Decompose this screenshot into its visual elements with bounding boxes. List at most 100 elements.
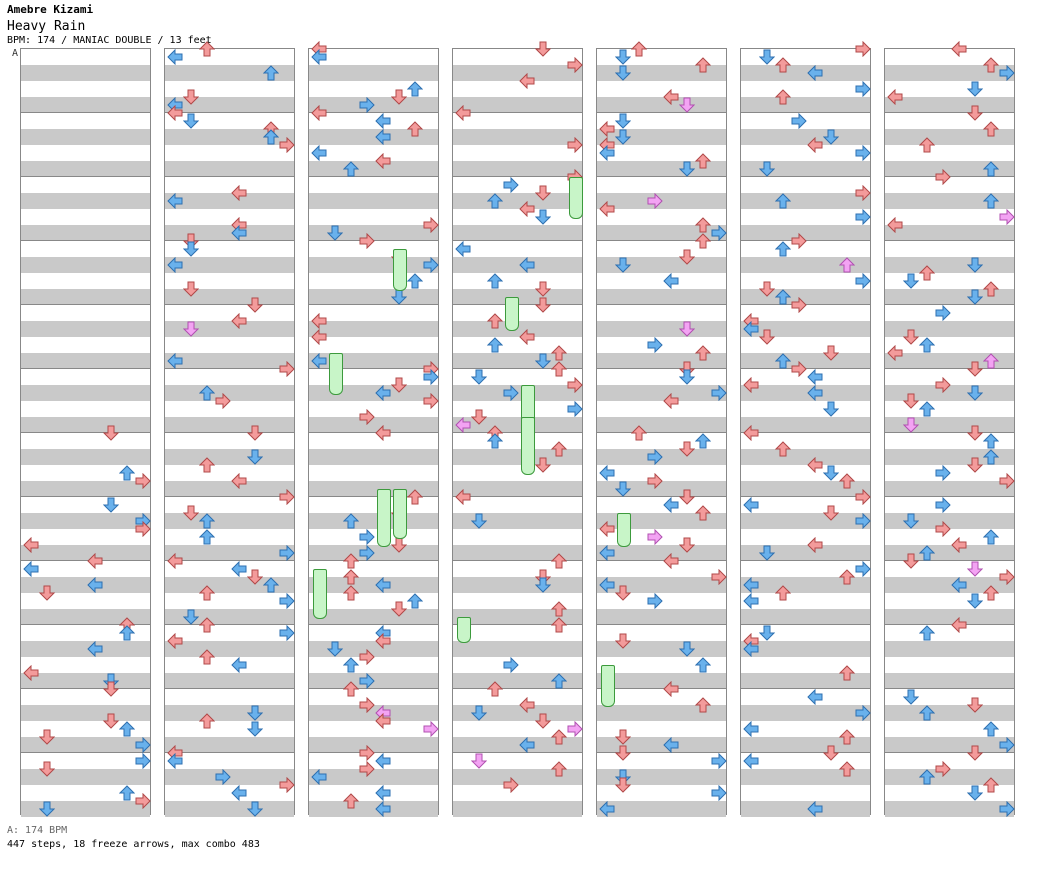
- step-arrow-down-icon: [678, 489, 696, 509]
- step-arrow-right-icon: [359, 528, 375, 549]
- beat-band: [453, 97, 582, 113]
- step-arrow-down-icon: [182, 89, 200, 109]
- step-arrow-left-icon: [375, 128, 391, 149]
- step-arrow-right-icon: [503, 176, 519, 197]
- beat-band: [21, 737, 150, 753]
- measure-line: [885, 112, 1014, 113]
- measure-line: [741, 432, 870, 433]
- measure-line: [21, 560, 150, 561]
- step-arrow-up-icon: [262, 577, 280, 597]
- step-arrow-up-icon: [198, 385, 216, 405]
- step-arrow-left-icon: [663, 736, 679, 757]
- step-arrow-left-icon: [375, 424, 391, 445]
- step-arrow-right-icon: [711, 224, 727, 245]
- beat-band: [597, 481, 726, 497]
- step-arrow-left-icon: [599, 464, 615, 485]
- beat-band: [453, 769, 582, 785]
- beat-band: [597, 321, 726, 337]
- step-arrow-down-icon: [326, 225, 344, 245]
- step-arrow-down-icon: [102, 425, 120, 445]
- beat-band: [885, 481, 1014, 497]
- measure-line: [741, 752, 870, 753]
- beat-band: [165, 417, 294, 433]
- step-arrow-up-icon: [342, 585, 360, 605]
- beat-band: [309, 705, 438, 721]
- step-arrow-right-icon: [567, 56, 583, 77]
- step-arrow-down-icon: [614, 65, 632, 85]
- beat-band: [741, 545, 870, 561]
- beat-band: [741, 129, 870, 145]
- step-arrow-up-icon: [774, 241, 792, 261]
- beat-band: [741, 577, 870, 593]
- step-arrow-up-icon: [918, 137, 936, 157]
- step-arrow-down-icon: [758, 49, 776, 69]
- step-arrow-down-icon: [902, 417, 920, 437]
- step-arrow-right-icon: [359, 744, 375, 765]
- step-arrow-left-icon: [743, 720, 759, 741]
- step-arrow-right-icon: [935, 464, 951, 485]
- step-arrow-right-icon: [999, 736, 1015, 757]
- beat-band: [741, 449, 870, 465]
- step-arrow-up-icon: [198, 529, 216, 549]
- step-arrow-down-icon: [534, 185, 552, 205]
- step-arrow-right-icon: [215, 768, 231, 789]
- beat-band: [309, 225, 438, 241]
- measure-line: [21, 624, 150, 625]
- step-arrow-left-icon: [23, 536, 39, 557]
- step-arrow-right-icon: [503, 656, 519, 677]
- chart-column: [596, 41, 727, 818]
- step-arrow-right-icon: [999, 64, 1015, 85]
- beat-band: [741, 193, 870, 209]
- step-arrow-left-icon: [663, 272, 679, 293]
- beat-band: [21, 65, 150, 81]
- step-arrow-right-icon: [855, 80, 871, 101]
- beat-band: [741, 353, 870, 369]
- beat-band: [309, 129, 438, 145]
- freeze-arrow: [521, 417, 535, 475]
- beat-band: [21, 545, 150, 561]
- step-arrow-up-icon: [550, 729, 568, 749]
- step-arrow-left-icon: [455, 104, 471, 125]
- step-arrow-up-icon: [838, 473, 856, 493]
- step-arrow-down-icon: [390, 89, 408, 109]
- step-arrow-down-icon: [902, 329, 920, 349]
- measure-line: [885, 752, 1014, 753]
- step-arrow-right-icon: [135, 752, 151, 773]
- step-arrow-down-icon: [966, 425, 984, 445]
- beat-band: [741, 65, 870, 81]
- step-arrow-left-icon: [663, 88, 679, 109]
- step-arrow-left-icon: [519, 200, 535, 221]
- beat-band: [453, 737, 582, 753]
- step-arrow-down-icon: [678, 537, 696, 557]
- measure-line: [597, 304, 726, 305]
- beat-band: [21, 193, 150, 209]
- step-arrow-left-icon: [807, 368, 823, 389]
- measure-line: [165, 176, 294, 177]
- beat-band: [453, 129, 582, 145]
- beat-band: [21, 641, 150, 657]
- step-arrow-right-icon: [647, 472, 663, 493]
- beat-band: [741, 705, 870, 721]
- step-arrow-right-icon: [935, 304, 951, 325]
- freeze-arrow: [617, 513, 631, 547]
- beat-band: [309, 641, 438, 657]
- step-arrow-right-icon: [135, 472, 151, 493]
- step-arrow-left-icon: [375, 784, 391, 805]
- step-arrow-down-icon: [390, 537, 408, 557]
- beat-band: [885, 65, 1014, 81]
- step-arrow-left-icon: [599, 576, 615, 597]
- step-arrow-left-icon: [23, 664, 39, 685]
- step-arrow-up-icon: [550, 441, 568, 461]
- beat-band: [741, 513, 870, 529]
- step-arrow-left-icon: [519, 256, 535, 277]
- step-arrow-down-icon: [966, 593, 984, 613]
- beat-band: [165, 513, 294, 529]
- chart-meta: BPM: 174 / MANIAC DOUBLE / 13 feet: [7, 35, 212, 46]
- measure-line: [741, 560, 870, 561]
- freeze-arrow: [329, 353, 343, 395]
- step-arrow-down-icon: [902, 689, 920, 709]
- step-arrow-left-icon: [663, 552, 679, 573]
- step-arrow-down-icon: [246, 721, 264, 741]
- beat-band: [885, 673, 1014, 689]
- beat-band: [165, 129, 294, 145]
